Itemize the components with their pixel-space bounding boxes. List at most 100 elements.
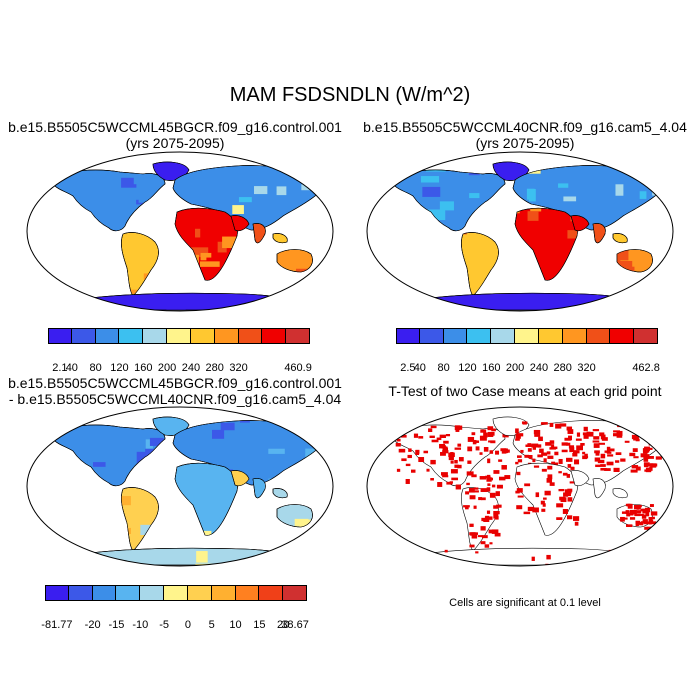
field-cell (114, 418, 132, 427)
coastline (121, 232, 159, 297)
field-cell (601, 309, 618, 313)
significant-cell (655, 447, 662, 450)
field-cell (70, 202, 80, 212)
field-cell (621, 294, 638, 304)
field-cell (45, 539, 64, 548)
significant-cell (538, 436, 543, 442)
field-cell (294, 235, 308, 247)
field-cell (433, 275, 452, 279)
field-cell (639, 296, 645, 308)
field-cell (26, 155, 43, 162)
field-cell (167, 528, 183, 537)
field-cell (393, 212, 406, 224)
significant-cell (560, 497, 567, 503)
field-cell (85, 236, 102, 244)
field-cell (68, 559, 79, 568)
field-cell (136, 481, 151, 486)
colorbar-box (283, 585, 307, 601)
field-cell (594, 259, 609, 272)
field-cell (299, 303, 310, 310)
significant-cell (440, 451, 446, 456)
significant-cell (480, 488, 488, 493)
field-cell (96, 507, 113, 519)
field-cell (299, 489, 313, 494)
field-cell (33, 498, 50, 503)
significant-cell (595, 464, 601, 468)
field-cell (279, 533, 287, 544)
significant-cell (567, 464, 572, 468)
field-cell (215, 414, 224, 420)
figure-title: MAM FSDSNDLN (W/m^2) (229, 84, 471, 106)
significant-cell (546, 478, 553, 483)
significant-cell (467, 436, 475, 442)
significant-cell (485, 475, 491, 479)
significant-cell (516, 471, 521, 476)
panel-ttest-title: T-Test of two Case means at each grid po… (388, 383, 662, 399)
field-cell (408, 219, 426, 232)
significant-cell (601, 437, 608, 441)
field-cell (650, 217, 662, 228)
significant-cell (532, 445, 536, 450)
significant-cell (558, 471, 562, 474)
field-cell (282, 271, 288, 283)
field-cell (61, 455, 68, 461)
field-cell (32, 155, 45, 166)
field-cell (25, 560, 45, 568)
field-cell (265, 303, 272, 307)
significant-cell (592, 429, 600, 432)
field-cell (314, 151, 324, 160)
field-cell (236, 239, 250, 252)
field-cell (234, 408, 253, 419)
field-cell (293, 471, 309, 478)
significant-cell (645, 435, 650, 440)
field-cell (279, 415, 294, 422)
field-cell (439, 276, 457, 286)
field-cell (102, 282, 117, 289)
field-cell (41, 536, 53, 545)
colorbar-tick-label: 240 (529, 362, 549, 374)
field-cell (50, 169, 59, 179)
field-cell (184, 515, 192, 523)
significant-cell (644, 526, 649, 530)
field-cell (98, 248, 108, 258)
significant-cell (598, 442, 605, 445)
significant-cell (561, 442, 568, 446)
field-cell (56, 456, 69, 462)
field-cell (325, 524, 335, 536)
colorbar-tick-label: 40 (65, 362, 78, 374)
significant-cell (444, 549, 448, 553)
field-cell (301, 221, 312, 234)
field-cell (77, 490, 93, 497)
field-cell (121, 537, 129, 545)
colorbar-tick-label: -81.77 (41, 619, 73, 631)
panel-cam5-title-line1: b.e15.B5505C5WCCML40CNR.f09_g16.cam5_4.0… (363, 119, 687, 135)
field-cell (314, 186, 321, 191)
field-cell (328, 255, 335, 264)
field-cell (652, 188, 662, 196)
field-cell (265, 528, 284, 540)
colorbar-box (95, 328, 120, 344)
significant-cell (491, 529, 499, 534)
coastline (252, 223, 266, 244)
field-cell (32, 546, 39, 554)
field-cell (175, 243, 181, 257)
significant-cell (483, 446, 489, 452)
significant-cell (458, 457, 464, 462)
field-cell (93, 232, 108, 236)
field-cell (663, 243, 675, 253)
colorbar-box (140, 585, 165, 601)
significant-cell (520, 449, 524, 453)
field-cell (274, 224, 289, 233)
colorbar-tick-label: -15 (108, 619, 125, 631)
field-cell (236, 532, 249, 542)
significant-cell (495, 491, 500, 497)
significant-cell (545, 442, 552, 446)
panel-difference-title-line2: - b.e15.B5505C5WCCML40CNR.f09_g16.cam5_4… (8, 391, 342, 407)
field-cell (111, 311, 125, 313)
field-cell (653, 245, 667, 255)
field-cell (292, 554, 302, 565)
field-cell (217, 420, 234, 425)
field-cell (246, 539, 254, 547)
field-cell (516, 248, 524, 254)
field-cell (228, 536, 243, 549)
